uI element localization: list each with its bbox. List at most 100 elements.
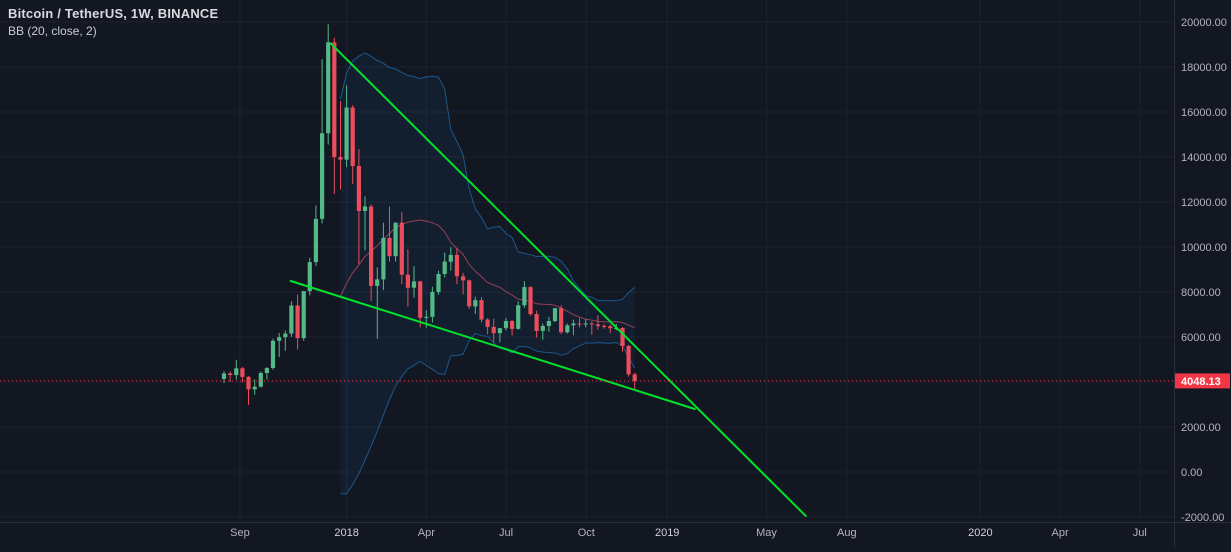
candle-body (522, 287, 527, 306)
candle-body (270, 340, 276, 368)
time-axis-label: Jul (1133, 527, 1147, 539)
price-axis-label: 16000.00 (1181, 107, 1227, 119)
candle-body (258, 373, 263, 387)
candle-body (448, 254, 453, 262)
candle-body (362, 206, 368, 211)
candle-body (516, 305, 521, 329)
time-axis-label: May (756, 527, 777, 539)
candle-body (577, 323, 582, 325)
time-axis-label: Apr (418, 527, 435, 539)
time-axis-label: 2019 (655, 527, 679, 539)
candle-body (473, 300, 478, 307)
candle-body (632, 374, 637, 381)
candle-body (589, 323, 594, 325)
price-axis-label: -2000.00 (1181, 512, 1224, 524)
candle-body (387, 238, 392, 257)
candle-body (620, 328, 625, 346)
last-price-tag: 4048.13 (1175, 373, 1230, 389)
candle-body (571, 323, 576, 326)
time-axis-label: Aug (837, 527, 857, 539)
price-axis-label: 14000.00 (1181, 152, 1227, 164)
time-axis-label: 2018 (334, 527, 358, 539)
symbol-title[interactable]: Bitcoin / TetherUS, 1W, BINANCE (8, 6, 219, 21)
candle-body (565, 325, 570, 333)
candle-body (356, 166, 361, 211)
candle-body (234, 368, 239, 376)
time-axis[interactable]: Sep 2018 Apr Jul Oct 2019 May Aug 2020 Apr Jul (230, 527, 1147, 539)
price-axis-label: 2000.00 (1181, 422, 1221, 434)
price-axis-label: 12000.00 (1181, 197, 1227, 209)
candle-body (264, 368, 269, 373)
candle-body (307, 262, 312, 292)
candle-body (393, 222, 398, 257)
candle-body (528, 287, 533, 315)
price-axis-label: 10000.00 (1181, 242, 1227, 254)
candle-body (485, 319, 490, 327)
trend-line[interactable] (329, 42, 807, 517)
bb-lower-line[interactable] (340, 332, 636, 495)
candle-body (430, 292, 435, 317)
candle-body (240, 368, 245, 377)
last-price-tag-bg (1175, 373, 1230, 389)
candle-body (301, 291, 306, 339)
candle-body (313, 218, 318, 263)
time-axis-label: Oct (578, 527, 595, 539)
candle-body (246, 376, 251, 390)
candle-body (375, 279, 380, 286)
candle-body (559, 308, 564, 333)
bb-upper-line[interactable] (340, 52, 636, 302)
candle-body (289, 305, 294, 334)
candle-body (595, 324, 600, 326)
candle-body (503, 321, 509, 329)
price-axis-label: 8000.00 (1181, 287, 1221, 299)
candle-body (332, 42, 337, 158)
candle-body (424, 316, 429, 318)
candle-body (381, 238, 386, 280)
candle-body (467, 280, 472, 307)
candle-body (626, 346, 631, 375)
time-axis-label: Sep (230, 527, 250, 539)
candle-body (491, 326, 496, 334)
candle-body (552, 308, 558, 321)
candlestick-series[interactable] (221, 24, 637, 405)
candle-body (454, 254, 459, 277)
bb-fill-area (340, 52, 635, 495)
price-axis-label: 0.00 (1181, 467, 1202, 479)
last-price-tag-value: 4048.13 (1181, 376, 1221, 388)
price-axis-label: 18000.00 (1181, 62, 1227, 74)
candle-body (295, 305, 300, 339)
candle-body (602, 326, 607, 327)
candle-body (418, 281, 423, 318)
time-axis-label: Jul (499, 527, 513, 539)
candle-body (350, 107, 355, 166)
candle-body (510, 321, 515, 329)
candle-body (411, 281, 417, 288)
candle-body (338, 157, 343, 160)
candle-body (497, 328, 502, 334)
grid (0, 0, 1174, 522)
candle-body (252, 386, 257, 390)
candle-body (479, 300, 484, 320)
chart-legend: Bitcoin / TetherUS, 1W, BINANCE BB (20, … (8, 6, 218, 38)
candle-body (583, 323, 588, 325)
candle-body (283, 333, 288, 338)
candle-body (221, 373, 227, 379)
candle-body (326, 42, 331, 134)
trend-line[interactable] (289, 280, 696, 410)
candle-body (608, 326, 613, 329)
time-axis-label: 2020 (968, 527, 992, 539)
price-axis[interactable]: 20000.00 18000.00 16000.00 14000.00 12000.00… (1181, 17, 1227, 524)
candle-body (405, 274, 410, 288)
candle-body (277, 337, 282, 341)
candle-body (228, 373, 233, 375)
candle-body (320, 133, 325, 219)
time-axis-label: Apr (1052, 527, 1069, 539)
candle-body (369, 206, 374, 286)
price-axis-label: 6000.00 (1181, 332, 1221, 344)
indicator-label[interactable]: BB (20, close, 2) (8, 24, 97, 38)
